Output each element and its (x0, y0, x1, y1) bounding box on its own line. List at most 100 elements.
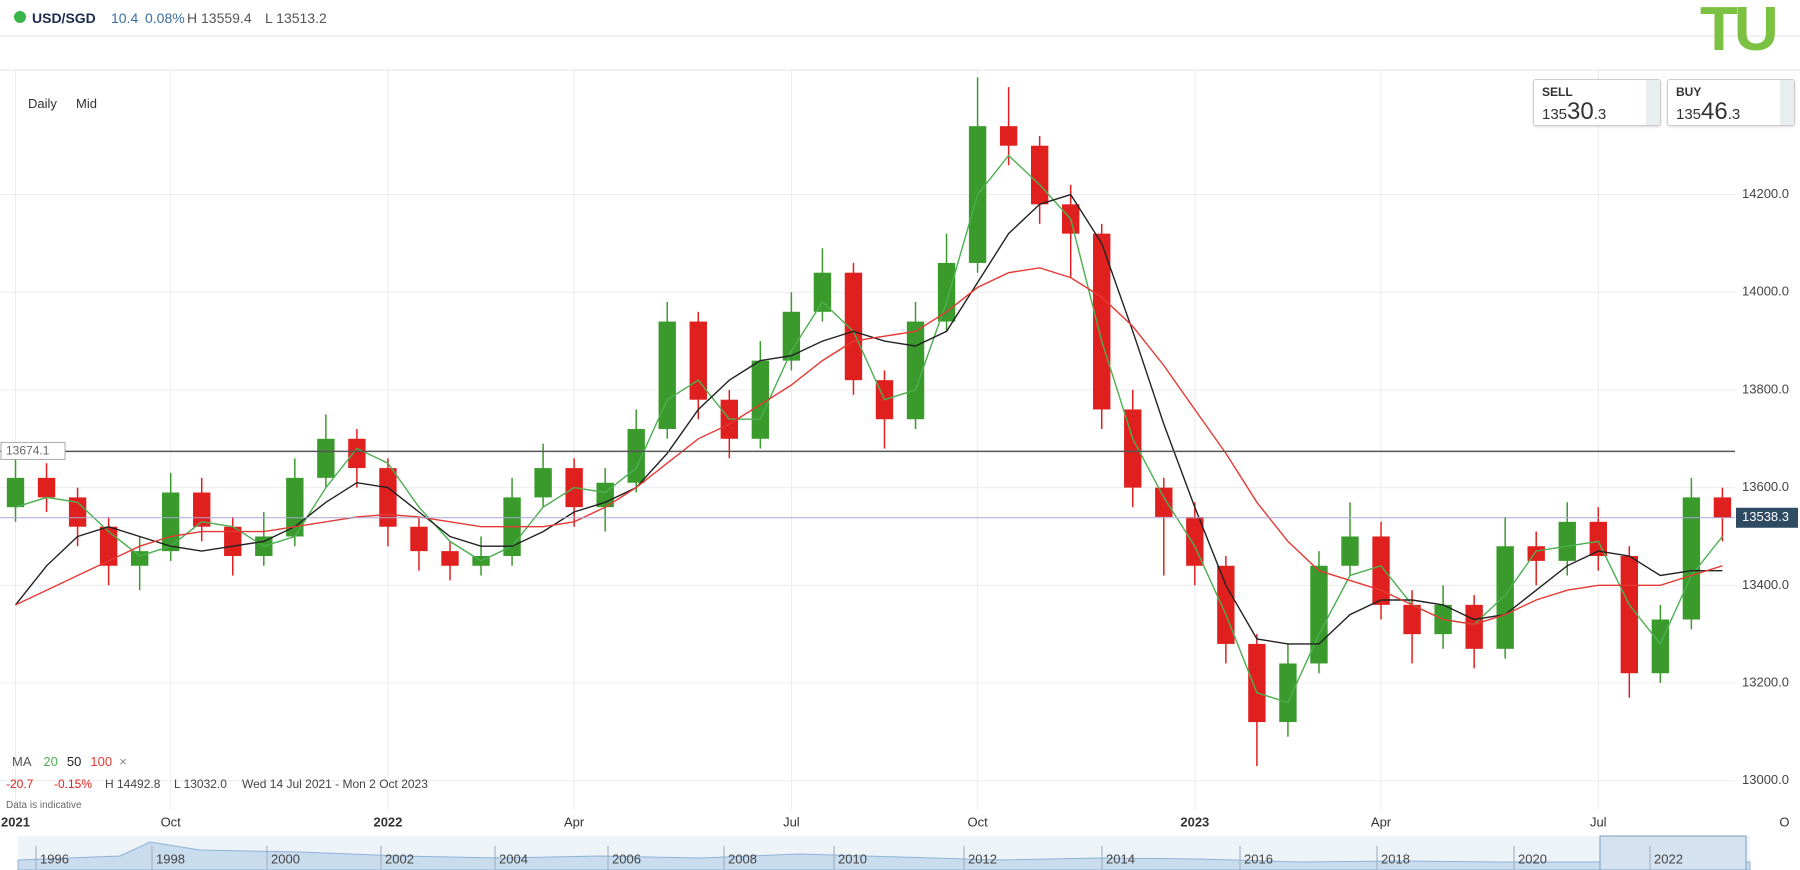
candle-body (1093, 233, 1111, 410)
legend-entry[interactable]: 20 (43, 754, 58, 769)
x-tick-label: Apr (564, 814, 585, 829)
x-tick-label: 2023 (1180, 814, 1209, 829)
candle-body (999, 126, 1018, 146)
ma-line (15, 267, 1723, 626)
x-tick-label: Oct (161, 814, 182, 829)
navigator-year: 2000 (271, 851, 300, 866)
y-tick-label: 14200.0 (1742, 186, 1789, 201)
x-tick-label: Jul (783, 814, 800, 829)
buy-prefix: 135 (1676, 106, 1702, 123)
candle-body (1279, 663, 1297, 723)
symbol[interactable]: USD/SGD (32, 10, 96, 26)
candle-body (6, 477, 25, 508)
y-tick-label: 13600.0 (1742, 479, 1789, 494)
y-tick-label: 13200.0 (1742, 674, 1789, 689)
navigator-year: 2008 (728, 851, 757, 866)
candle-body (534, 468, 552, 498)
last-price-label: 13538.3 (1742, 509, 1789, 524)
navigator-year: 2018 (1381, 851, 1410, 866)
candle-body (1124, 409, 1142, 488)
candle-body (627, 429, 645, 483)
sell-prefix: 135 (1542, 106, 1568, 123)
navigator-year: 2006 (612, 851, 641, 866)
candle-body (1496, 546, 1514, 649)
candle-body (1186, 516, 1204, 566)
reference-label-box (0, 441, 66, 460)
buy-suffix: .3 (1727, 106, 1741, 123)
candle-body (1620, 556, 1638, 674)
buy-button[interactable]: BUY 13546.3 (1667, 79, 1795, 126)
period-change: -20.7 (6, 777, 34, 791)
candle-body (348, 438, 366, 469)
candle-body (441, 551, 459, 566)
change-pct: 0.08% (145, 10, 185, 26)
navigator-year: 1996 (40, 851, 69, 866)
sell-label: SELL (1542, 85, 1573, 99)
candle-body (379, 468, 397, 527)
buy-side (1780, 80, 1794, 125)
candle-body (99, 526, 118, 566)
legend-entry[interactable]: 100 (90, 754, 113, 769)
change: 10.4 (111, 10, 139, 26)
candle-body (1465, 604, 1483, 649)
navigator-year: 2014 (1106, 851, 1135, 866)
y-tick-label: 13800.0 (1742, 381, 1789, 396)
buy-big: 46 (1701, 98, 1728, 125)
price-type[interactable]: Mid (76, 96, 97, 111)
last-price-box (1736, 507, 1798, 528)
navigator-window[interactable] (1599, 835, 1747, 870)
legend-close[interactable]: × (119, 754, 127, 769)
candle-body (1558, 521, 1576, 561)
candle-body (1713, 497, 1732, 518)
sell-side (1646, 80, 1660, 125)
candle-body (689, 321, 707, 400)
axis: 13000.0 13200.0 13400.0 13600.0 13800.0 14000… (0, 186, 1798, 829)
candle-body (813, 272, 832, 312)
buy-label: BUY (1676, 85, 1702, 99)
candle-body (751, 360, 770, 439)
candle-body (1372, 536, 1390, 605)
y-tick-label: 14000.0 (1742, 284, 1789, 299)
ma-label: MA (12, 754, 31, 769)
candle-body (286, 477, 304, 537)
y-tick-label: 13000.0 (1742, 772, 1789, 787)
ma-line (14, 193, 1723, 645)
candle-body (1403, 604, 1421, 635)
reference-label: 13674.1 (6, 444, 50, 458)
candle-body (844, 272, 863, 381)
navigator-year: 2020 (1518, 851, 1547, 866)
logo[interactable]: TU (1700, 0, 1779, 64)
x-tick-label: Oct (967, 814, 988, 829)
candle-body (1217, 565, 1235, 644)
period-high: H 14492.8 (105, 777, 161, 791)
day-low: L 13513.2 (265, 10, 327, 26)
x-tick-label: 2021 (1, 814, 30, 829)
candle-body (317, 438, 335, 478)
candle-body (1030, 145, 1049, 205)
x-tick-label: Apr (1371, 814, 1392, 829)
candle-body (1589, 521, 1607, 557)
sell-button[interactable]: SELL 13530.3 (1533, 79, 1661, 126)
sell-price: 13530.3 (1542, 98, 1606, 126)
navigator-year: 2016 (1244, 851, 1273, 866)
candle-body (1651, 619, 1670, 674)
disclaimer: Data is indicative (6, 800, 82, 811)
period-low: L 13032.0 (174, 777, 227, 791)
navigator-year: 2004 (499, 851, 528, 866)
legend-entry[interactable]: 50 (66, 754, 82, 769)
navigator-year: 2022 (1654, 851, 1683, 866)
candle-body (658, 321, 676, 430)
candle-body (224, 526, 242, 557)
interval[interactable]: Daily (28, 96, 57, 111)
candle-body (410, 526, 428, 552)
candle-body (1248, 643, 1266, 723)
candle-body (906, 321, 925, 420)
y-tick-label: 13400.0 (1742, 577, 1789, 592)
status-dot (14, 11, 26, 23)
candle-body (937, 262, 956, 322)
sell-suffix: .3 (1593, 106, 1607, 123)
sell-big: 30 (1567, 98, 1594, 125)
candle-body (130, 551, 149, 566)
